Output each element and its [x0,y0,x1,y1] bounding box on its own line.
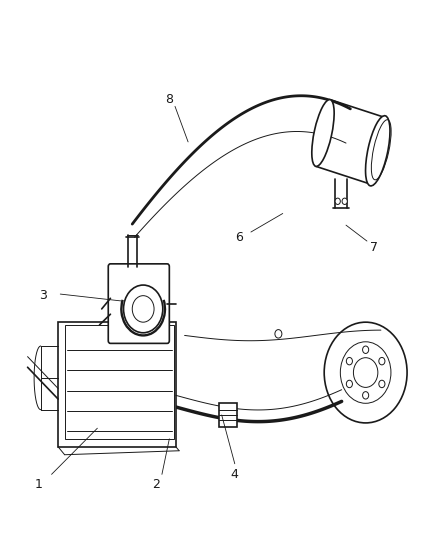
Circle shape [362,346,368,353]
FancyBboxPatch shape [108,264,169,343]
Bar [219,403,237,426]
Text: 6: 6 [235,231,243,244]
Circle shape [323,322,406,423]
Text: 3: 3 [39,289,47,302]
Text: 2: 2 [152,479,160,491]
Circle shape [378,380,384,387]
Circle shape [132,296,154,322]
Circle shape [362,392,368,399]
Circle shape [341,198,346,205]
Bar [64,325,173,439]
Circle shape [346,380,352,387]
Circle shape [378,358,384,365]
Text: 8: 8 [165,93,173,106]
Ellipse shape [365,116,389,186]
Text: 7: 7 [370,241,378,254]
Circle shape [123,285,162,333]
Ellipse shape [311,100,333,166]
Circle shape [346,358,352,365]
Circle shape [274,329,281,338]
Text: 1: 1 [35,479,42,491]
Bar [58,322,176,447]
Circle shape [334,198,339,205]
Circle shape [353,358,377,387]
Text: 4: 4 [230,468,238,481]
